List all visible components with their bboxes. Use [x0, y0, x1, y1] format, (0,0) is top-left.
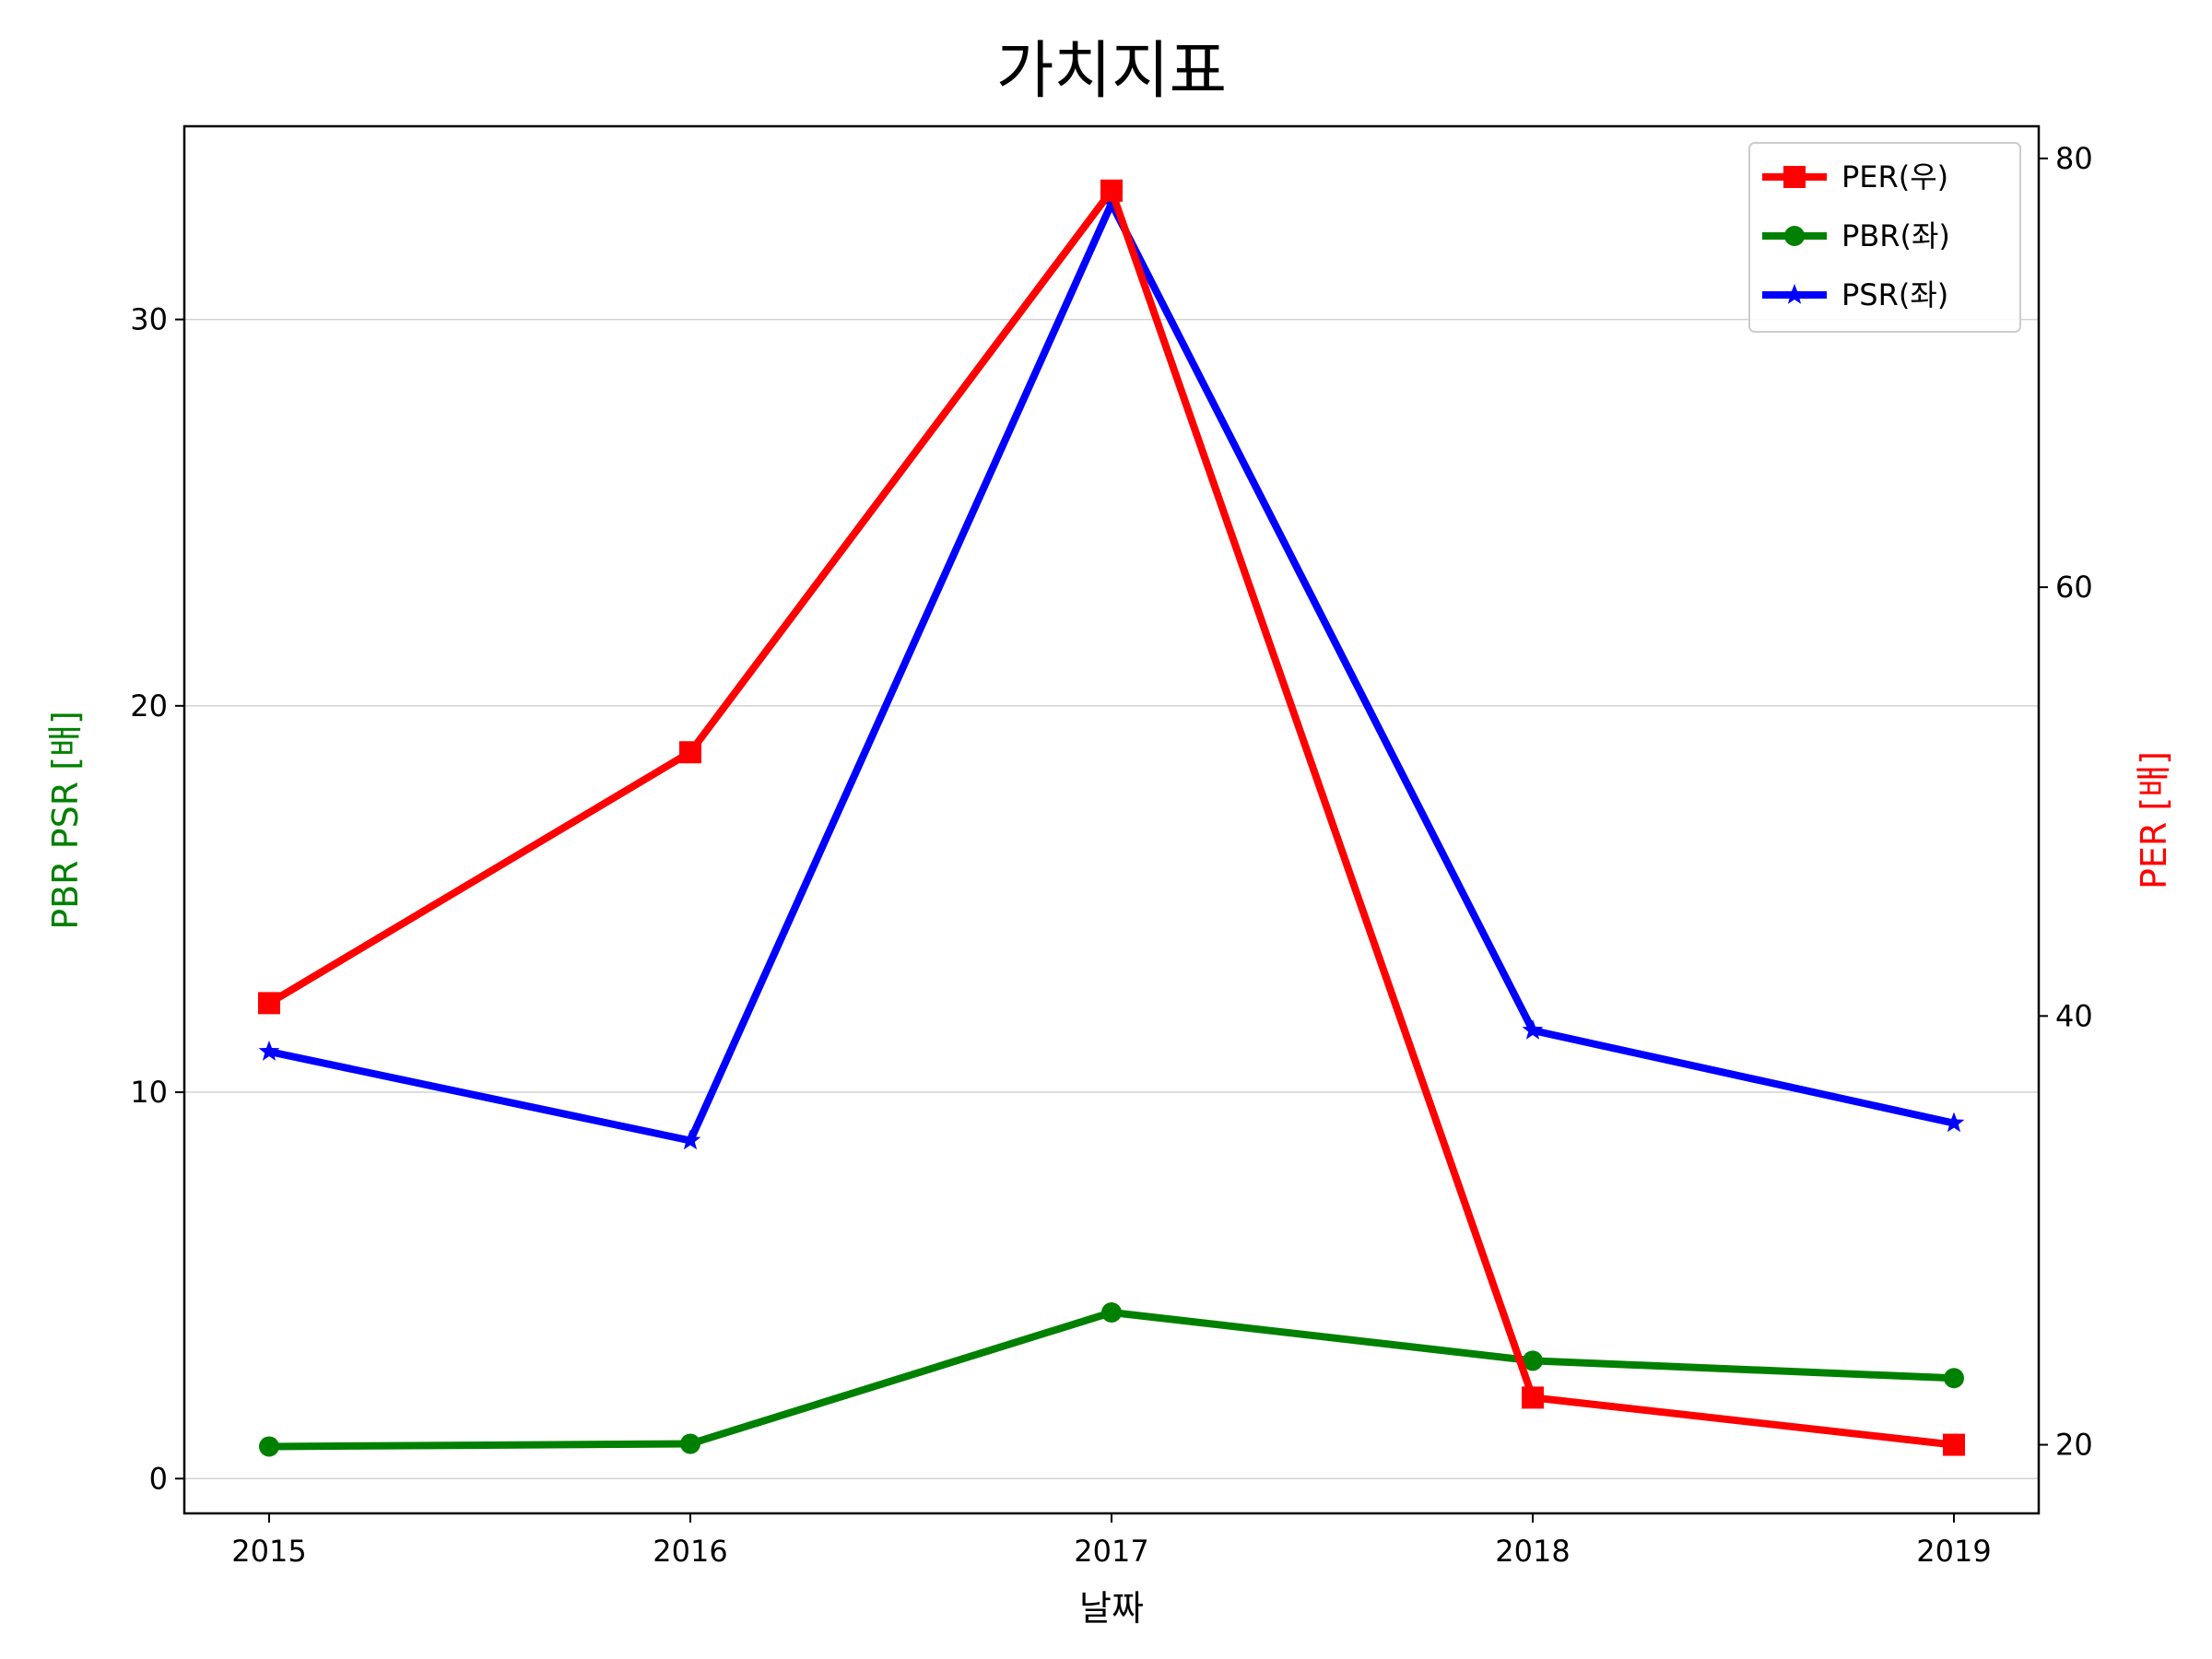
- series-layer: [258, 179, 1965, 1457]
- data-point-per: [1100, 179, 1123, 202]
- y-left-tick-label: 10: [130, 1075, 168, 1110]
- y-right-tick-label: 20: [2055, 1428, 2093, 1463]
- data-point-per: [1943, 1433, 1965, 1456]
- y-right-tick-label: 60: [2055, 570, 2093, 605]
- x-tick-label: 2016: [653, 1534, 727, 1569]
- legend-marker: [1783, 284, 1806, 304]
- axes: 2015 2016 2017 2018 2019 0 10 20 30 20 40 60 80: [130, 141, 2092, 1569]
- y-left-tick-label: 20: [130, 688, 168, 724]
- y-left-tick-label: 30: [130, 302, 168, 337]
- data-point-psr: [1943, 1112, 1965, 1133]
- y-left-tick-label: 0: [149, 1461, 168, 1496]
- legend-label: PER(우): [1841, 159, 1948, 194]
- legend-label: PBR(좌): [1841, 218, 1950, 253]
- data-point-per: [258, 992, 280, 1015]
- legend-label: PSR(좌): [1841, 277, 1948, 312]
- data-point-psr: [679, 1129, 701, 1150]
- chart-title: 가치지표: [996, 35, 1227, 108]
- legend-item-pbr: PBR(좌): [1762, 218, 1950, 253]
- data-point-per: [679, 741, 701, 764]
- legend-box: [1748, 142, 2021, 333]
- series-per: [258, 179, 1965, 1456]
- data-point-per: [1522, 1386, 1544, 1409]
- data-point-psr: [1100, 192, 1123, 213]
- grid-lines: [184, 318, 2039, 1480]
- legend-marker: [1783, 166, 1806, 188]
- legend-item-psr: PSR(좌): [1762, 277, 1948, 312]
- data-point-pbr: [1523, 1350, 1543, 1371]
- data-point-psr: [258, 1041, 280, 1061]
- x-tick-label: 2019: [1916, 1534, 1991, 1569]
- x-tick-label: 2017: [1074, 1534, 1148, 1569]
- legend: PER(우) PBR(좌) PSR(좌): [1748, 142, 2021, 333]
- legend-item-per: PER(우): [1762, 159, 1948, 194]
- data-point-pbr: [1101, 1302, 1122, 1324]
- data-point-psr: [1522, 1019, 1544, 1040]
- y-axis-label-left: PBR PSR [배]: [45, 711, 86, 930]
- y-axis-label-right: PER [배]: [2134, 751, 2174, 889]
- x-tick-label: 2018: [1495, 1534, 1570, 1569]
- y-right-tick-label: 40: [2055, 998, 2093, 1033]
- data-point-pbr: [1944, 1368, 1964, 1389]
- data-point-pbr: [680, 1433, 700, 1454]
- series-pbr: [259, 1302, 1964, 1457]
- legend-marker: [1784, 226, 1805, 246]
- series-psr: [258, 192, 1965, 1150]
- data-point-pbr: [259, 1436, 279, 1457]
- x-axis-label: 날짜: [1079, 1588, 1144, 1629]
- y-right-tick-label: 80: [2055, 141, 2093, 176]
- x-tick-label: 2015: [231, 1534, 306, 1569]
